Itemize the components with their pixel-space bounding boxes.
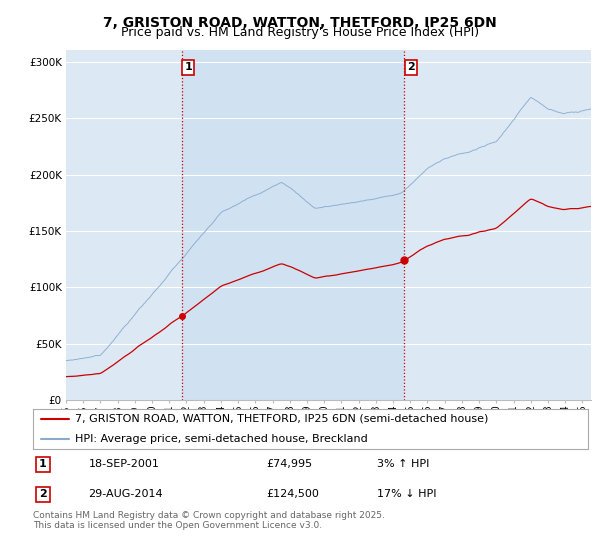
Text: 7, GRISTON ROAD, WATTON, THETFORD, IP25 6DN (semi-detached house): 7, GRISTON ROAD, WATTON, THETFORD, IP25 … <box>74 414 488 424</box>
Text: 2: 2 <box>39 489 47 500</box>
Text: Price paid vs. HM Land Registry's House Price Index (HPI): Price paid vs. HM Land Registry's House … <box>121 26 479 39</box>
Text: 29-AUG-2014: 29-AUG-2014 <box>89 489 163 500</box>
Text: Contains HM Land Registry data © Crown copyright and database right 2025.
This d: Contains HM Land Registry data © Crown c… <box>33 511 385 530</box>
Text: £124,500: £124,500 <box>266 489 319 500</box>
Bar <box>182 50 404 400</box>
Text: HPI: Average price, semi-detached house, Breckland: HPI: Average price, semi-detached house,… <box>74 434 367 444</box>
Text: £74,995: £74,995 <box>266 459 312 469</box>
Text: 3% ↑ HPI: 3% ↑ HPI <box>377 459 430 469</box>
Text: 1: 1 <box>184 62 192 72</box>
Text: 7, GRISTON ROAD, WATTON, THETFORD, IP25 6DN: 7, GRISTON ROAD, WATTON, THETFORD, IP25 … <box>103 16 497 30</box>
Text: 17% ↓ HPI: 17% ↓ HPI <box>377 489 437 500</box>
Text: 1: 1 <box>39 459 47 469</box>
Text: 2: 2 <box>407 62 415 72</box>
Text: 18-SEP-2001: 18-SEP-2001 <box>89 459 160 469</box>
